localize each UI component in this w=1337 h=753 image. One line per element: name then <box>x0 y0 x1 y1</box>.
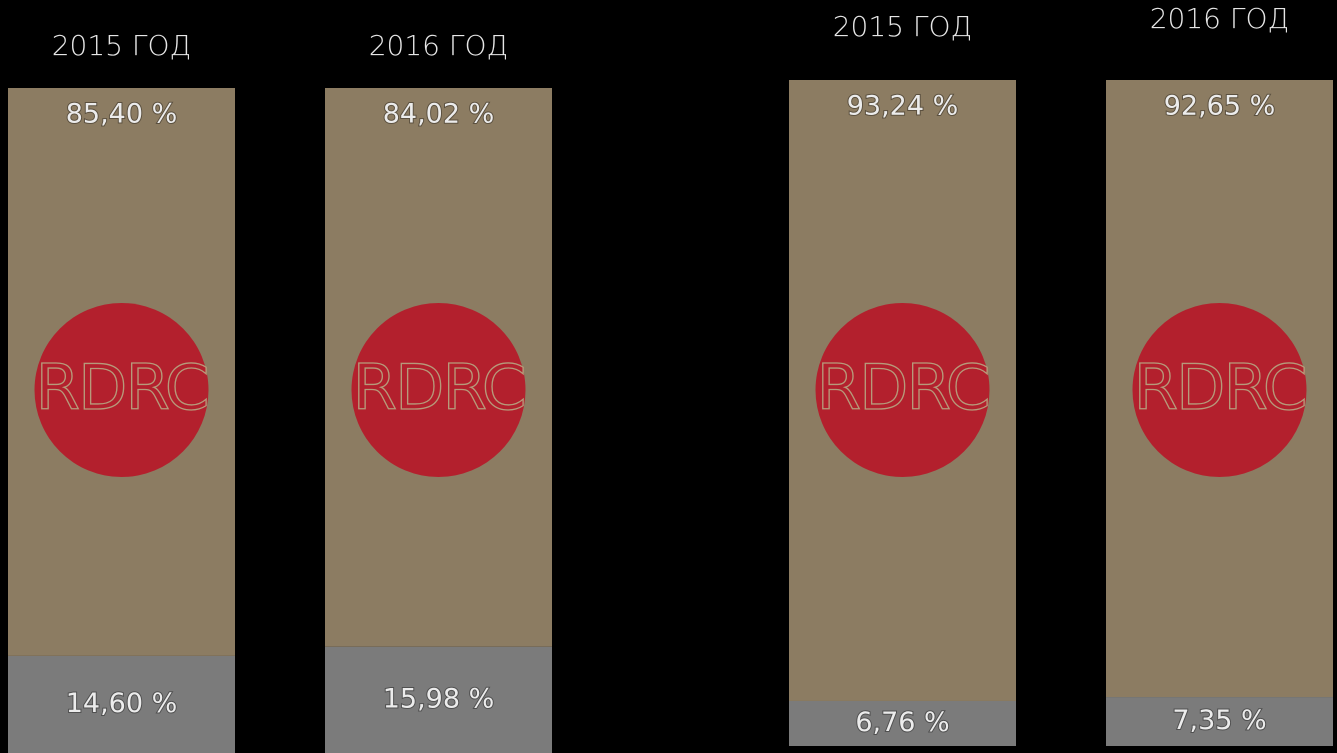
value-label: 85,40 % <box>66 99 178 130</box>
category-label: 2016 ГОД <box>1150 2 1290 35</box>
category-label: 2015 ГОД <box>52 29 192 62</box>
logo-text: RDRC <box>1134 351 1306 424</box>
logo-circle <box>351 303 526 477</box>
value-label: 15,98 % <box>383 683 495 714</box>
bar-segment <box>325 646 552 753</box>
logo-text: RDRC <box>353 351 525 424</box>
logo-circle <box>815 303 990 477</box>
value-label: 92,65 % <box>1164 91 1276 122</box>
bar-segment <box>1106 697 1333 746</box>
logo-circle <box>34 303 209 477</box>
bar-segment <box>789 700 1016 746</box>
value-label: 7,35 % <box>1172 705 1266 736</box>
value-label: 93,24 % <box>847 91 959 122</box>
category-label: 2016 ГОД <box>369 29 509 62</box>
logo-circle <box>1132 303 1307 477</box>
value-label: 14,60 % <box>66 688 178 719</box>
bar-segment <box>8 655 235 753</box>
logo-text: RDRC <box>817 351 989 424</box>
logo-text: RDRC <box>36 351 208 424</box>
category-label: 2015 ГОД <box>833 10 973 43</box>
value-label: 6,76 % <box>855 707 949 738</box>
value-label: 84,02 % <box>383 99 495 130</box>
